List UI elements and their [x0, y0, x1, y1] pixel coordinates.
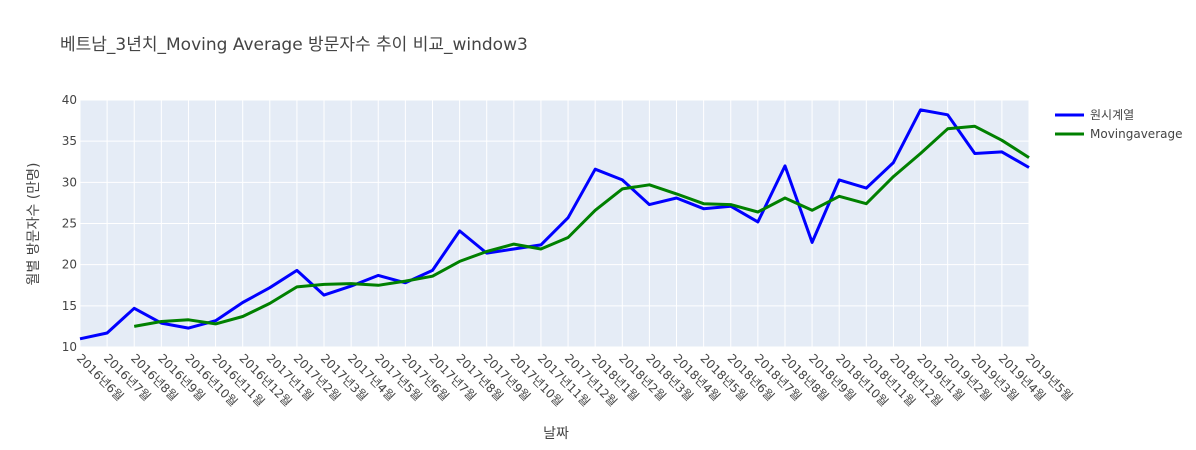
y-tick-label: 30: [62, 175, 77, 189]
y-tick-label: 35: [62, 134, 77, 148]
y-tick-label: 40: [62, 93, 77, 107]
legend-label: Movingaverage: [1090, 127, 1182, 141]
y-tick-label: 25: [62, 217, 77, 231]
y-axis-ticks: 10 15 20 25 30 35 40: [62, 93, 77, 354]
y-tick-label: 10: [62, 340, 77, 354]
y-tick-label: 20: [62, 258, 77, 272]
chart-title: 베트남_3년치_Moving Average 방문자수 추이 비교_window…: [60, 35, 528, 55]
legend[interactable]: 원시계열 Movingaverage: [1055, 108, 1182, 141]
series-lines: [79, 108, 1030, 341]
series-line-1: [133, 124, 1030, 328]
legend-item-1[interactable]: Movingaverage: [1055, 127, 1182, 141]
legend-label: 원시계열: [1090, 108, 1134, 122]
y-axis-title: 월별 방문자수 (만명): [26, 163, 42, 286]
series-line-0: [79, 108, 1030, 341]
x-axis-title: 날짜: [543, 426, 569, 442]
y-tick-label: 15: [62, 299, 77, 313]
legend-item-0[interactable]: 원시계열: [1055, 108, 1134, 122]
